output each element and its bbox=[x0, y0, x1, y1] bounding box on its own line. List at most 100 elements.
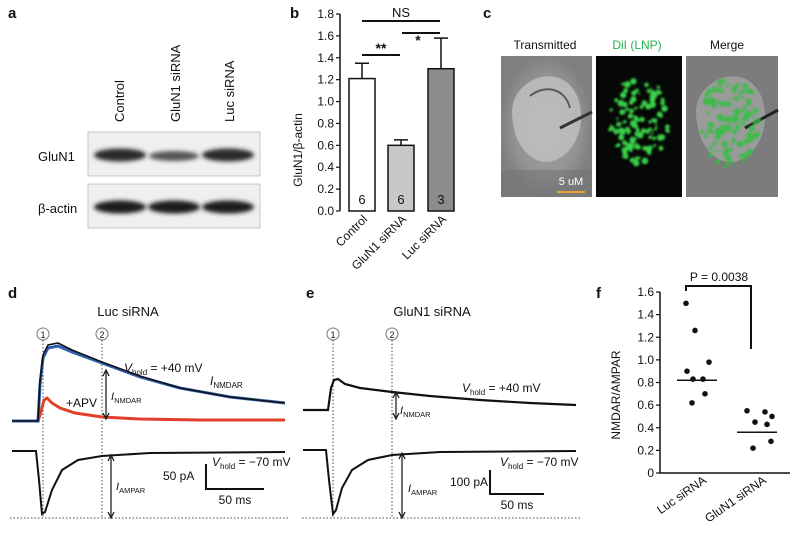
fluorescence-speck bbox=[658, 145, 664, 151]
fluorescence-speck bbox=[718, 149, 721, 152]
marker-1-label-e: 1 bbox=[330, 330, 335, 340]
scale-y-label-e: 100 pA bbox=[450, 475, 488, 489]
marker-2-label-e: 2 bbox=[389, 330, 394, 340]
fluorescence-speck bbox=[645, 129, 650, 134]
fluorescence-speck bbox=[609, 125, 615, 131]
fluorescence-speck bbox=[731, 137, 737, 142]
fluorescence-speck bbox=[639, 116, 645, 123]
fluorescence-speck bbox=[646, 89, 651, 94]
fluorescence-speck bbox=[621, 82, 625, 86]
fluorescence-speck bbox=[641, 128, 647, 134]
fluorescence-speck bbox=[719, 90, 723, 94]
chart-b-xtick-label-0: Control bbox=[333, 212, 370, 249]
chart-f-ylabel: NMDAR/AMPAR bbox=[609, 350, 623, 439]
fluorescence-speck bbox=[731, 115, 738, 122]
fluorescence-speck bbox=[631, 90, 637, 96]
chart-b-n-label-2: 3 bbox=[437, 192, 444, 207]
iampar-label-d: IAMPAR bbox=[116, 481, 146, 495]
fluorescence-speck bbox=[656, 85, 660, 89]
sig-bracket-f bbox=[685, 285, 752, 349]
fluorescence-speck bbox=[712, 141, 717, 146]
chart-f-xtick-label-1: GluN1 siRNA bbox=[702, 473, 768, 525]
trace-neg70-d bbox=[12, 450, 286, 516]
chart-f-point bbox=[700, 376, 706, 382]
panel-letter-d: d bbox=[8, 285, 17, 302]
blot-band-actin-sirna bbox=[148, 200, 200, 214]
fluorescence-speck bbox=[742, 122, 746, 126]
trace-neg70-e bbox=[303, 449, 577, 517]
panel-e: e GluN1 siRNA 1 2 Vhold = +40 mV INMDAR … bbox=[302, 285, 580, 520]
fluorescence-speck bbox=[742, 158, 746, 162]
chart-b-ytick-label: 0.8 bbox=[317, 116, 334, 130]
lane-label-luc-sirna: Luc siRNA bbox=[222, 60, 237, 122]
chart-f-point bbox=[768, 438, 774, 445]
fluorescence-speck bbox=[716, 114, 724, 121]
fluorescence-speck bbox=[653, 118, 658, 122]
panel-b: b GluN1/β-actin 0.0 0.2 0.4 0.6 0.8 1.0 1.2 1.4… bbox=[290, 5, 455, 273]
fluorescence-speck bbox=[724, 83, 729, 87]
fluorescence-speck bbox=[665, 128, 670, 133]
trace-pos40-e bbox=[303, 377, 577, 412]
fluorescence-speck bbox=[652, 136, 657, 140]
fluorescence-speck bbox=[659, 113, 664, 118]
chart-f-point bbox=[752, 419, 758, 425]
fluorescence-speck bbox=[635, 142, 638, 146]
trace-apv-d bbox=[12, 396, 285, 423]
chart-f-point bbox=[750, 445, 756, 451]
chart-f-ytick-label: 0.2 bbox=[637, 443, 654, 457]
fluorescence-speck bbox=[725, 124, 733, 132]
fluorescence-speck bbox=[616, 121, 621, 127]
panel-letter-c: c bbox=[483, 5, 491, 22]
fluorescence-speck bbox=[734, 123, 738, 126]
fluorescence-speck bbox=[628, 100, 634, 105]
fluorescence-speck bbox=[648, 120, 652, 124]
chart-f-point bbox=[762, 409, 768, 415]
image-title-dil: DiI (LNP) bbox=[612, 38, 661, 52]
fluorescence-speck bbox=[700, 129, 705, 134]
fluorescence-speck bbox=[654, 127, 658, 131]
fluorescence-speck bbox=[627, 113, 633, 119]
fluorescence-speck bbox=[756, 118, 762, 123]
fluorescence-speck bbox=[629, 136, 636, 143]
fluorescence-speck bbox=[709, 98, 717, 106]
trace-title-e: GluN1 siRNA bbox=[393, 304, 471, 319]
fluorescence-speck bbox=[752, 132, 759, 139]
fluorescence-speck bbox=[622, 101, 628, 108]
chart-b-ytick-label: 0.6 bbox=[317, 138, 334, 152]
vhold-pos-label-d: Vhold = +40 mV bbox=[124, 361, 203, 377]
chart-f-ytick-label: 0 bbox=[647, 466, 654, 480]
trace-pos40-d bbox=[12, 342, 286, 422]
chart-f-ytick-label: 0.6 bbox=[637, 398, 654, 412]
fluorescence-speck bbox=[742, 82, 748, 89]
fluorescence-speck bbox=[724, 165, 728, 169]
fluorescence-speck bbox=[733, 161, 736, 164]
chart-f-point bbox=[684, 368, 690, 374]
fluorescence-speck bbox=[707, 152, 713, 158]
chart-f-point bbox=[683, 300, 689, 307]
fluorescence-speck bbox=[625, 142, 629, 146]
fluorescence-speck bbox=[647, 145, 653, 151]
fluorescence-speck bbox=[721, 140, 728, 148]
fluorescence-speck bbox=[746, 149, 753, 156]
fluorescence-speck bbox=[723, 100, 729, 107]
fluorescence-speck bbox=[626, 131, 630, 135]
fluorescence-speck bbox=[655, 124, 658, 128]
fluorescence-speck bbox=[639, 104, 644, 109]
fluorescence-speck bbox=[728, 98, 731, 101]
scale-x-label-e: 50 ms bbox=[501, 498, 534, 512]
fluorescence-speck bbox=[620, 91, 627, 99]
fluorescence-speck bbox=[638, 156, 641, 160]
fluorescence-speck bbox=[719, 102, 724, 107]
fluorescence-speck bbox=[718, 85, 722, 88]
chart-f: 0 0.2 0.4 0.6 0.8 1.0 1.2 1.4 1.6 Luc siRNAGluN1 … bbox=[637, 285, 790, 525]
fluorescence-speck bbox=[649, 92, 653, 95]
fluorescence-speck bbox=[726, 117, 733, 124]
fluorescence-speck bbox=[739, 122, 742, 125]
fluorescence-speck bbox=[735, 83, 740, 88]
fluorescence-speck bbox=[748, 136, 754, 142]
chart-f-ytick-label: 0.8 bbox=[637, 376, 654, 390]
fluorescence-speck bbox=[711, 130, 715, 134]
chart-f-point bbox=[692, 327, 698, 334]
fluorescence-speck bbox=[644, 161, 647, 164]
